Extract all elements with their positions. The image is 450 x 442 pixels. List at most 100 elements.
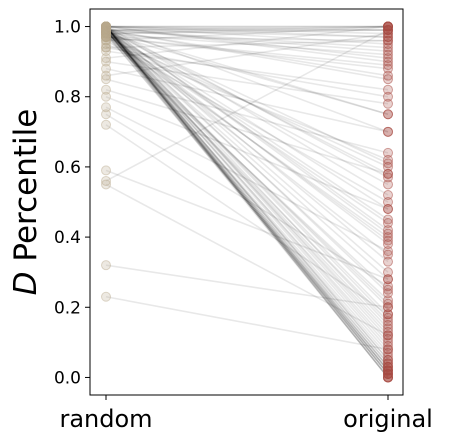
original-point [383,295,393,306]
original-point [383,98,393,109]
pair-line [105,26,389,371]
random-point [101,21,111,32]
random-point [101,28,111,39]
original-point [383,239,393,250]
data-points [101,21,393,383]
original-point [383,204,393,215]
pair-line [105,29,389,357]
pair-line [105,25,389,35]
original-point [383,74,393,85]
original-point [383,161,393,172]
pair-line [105,26,389,378]
random-point [101,84,111,95]
pair-line [105,25,389,63]
pair-line [105,32,389,224]
pair-line [105,33,389,371]
random-point [101,32,111,43]
y-axis-label-italic: D [8,271,44,295]
pair-line [105,26,389,371]
pair-line [105,25,389,133]
random-point [101,25,111,36]
original-point [383,372,393,383]
original-point [383,49,393,60]
random-point [101,25,111,36]
original-point [383,168,393,179]
pair-line [105,29,389,210]
pair-line [105,43,389,161]
random-point [101,21,111,32]
pair-line [105,29,389,378]
pair-line [105,78,389,154]
random-point [101,25,111,36]
pair-line [105,26,389,375]
pair-line [105,32,389,242]
pair-line [105,39,389,49]
original-point [383,337,393,348]
random-point [101,21,111,32]
pair-line [105,29,389,49]
y-tick-label: 1.0 [54,18,81,38]
random-point [101,70,111,81]
random-point [101,21,111,32]
random-point [101,21,111,32]
pair-line [105,29,389,182]
pair-line [105,29,389,221]
pair-line [105,29,389,291]
pair-line [105,67,389,133]
random-point [101,28,111,39]
pair-line [105,26,389,368]
pair-line [105,29,389,368]
random-point [101,25,111,36]
random-point [101,165,111,176]
random-point [101,21,111,32]
pair-line [105,29,389,280]
pair-line [105,29,389,329]
random-point [101,25,111,36]
random-point [101,21,111,32]
original-point [383,302,393,313]
random-point [101,21,111,32]
original-point [383,84,393,95]
original-point [383,42,393,53]
original-point [383,340,393,351]
random-point [101,56,111,67]
pair-line [105,32,389,256]
original-point [383,288,393,299]
pair-line [105,25,389,231]
original-point [383,189,393,200]
random-point [101,21,111,32]
random-point [101,21,111,32]
x-tick-label-random: random [59,405,152,433]
pair-line [105,46,389,98]
original-point [383,63,393,74]
original-point [383,32,393,43]
random-point [101,32,111,43]
pair-line [105,26,389,350]
original-point [383,35,393,46]
random-point [101,35,111,46]
random-point [101,25,111,36]
pair-line [105,29,389,343]
pair-line [105,183,389,337]
random-point [101,25,111,36]
original-point [383,358,393,369]
original-point [383,246,393,257]
pair-line [105,25,389,31]
random-point [101,25,111,36]
y-tick-label: 0.8 [54,88,81,108]
pair-line [105,25,389,59]
pair-line [105,25,389,319]
y-tick-label: 0.0 [54,368,81,388]
original-point [383,91,393,102]
pair-line [105,33,389,368]
pair-line [105,32,389,186]
pair-line [105,25,389,294]
original-point [383,361,393,372]
y-axis: 0.0 0.2 0.4 0.6 0.8 1.0 [54,18,90,388]
original-point [383,56,393,67]
pair-line [105,29,389,175]
pair-line [105,36,389,42]
random-point [101,21,111,32]
random-point [101,119,111,130]
pair-line [105,60,389,105]
